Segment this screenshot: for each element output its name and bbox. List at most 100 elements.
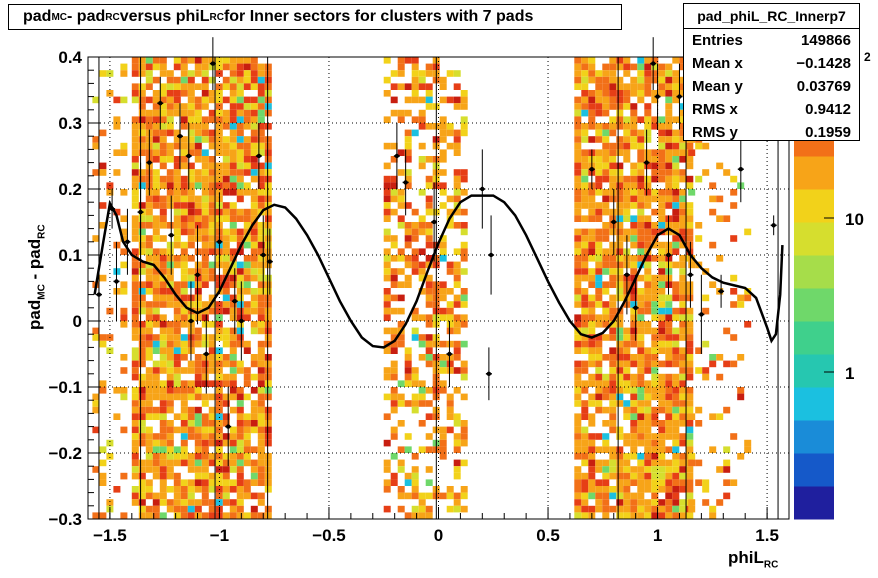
heatmap-cell	[672, 327, 680, 335]
heatmap-cell	[180, 156, 188, 163]
heatmap-cell	[623, 189, 631, 196]
heatmap-cell	[637, 202, 645, 209]
heatmap-cell	[425, 340, 433, 348]
heatmap-cell	[679, 109, 687, 117]
heatmap-cell	[630, 169, 638, 176]
heatmap-cell	[644, 360, 652, 368]
heatmap-cell	[588, 347, 596, 354]
heatmap-cell	[651, 486, 659, 493]
heatmap-cell	[106, 499, 114, 506]
heatmap-cell	[404, 222, 412, 229]
heatmap-cell	[159, 472, 167, 480]
heatmap-cell	[166, 433, 174, 440]
heatmap-cell	[145, 413, 153, 420]
y-tick-label: 0.3	[58, 114, 82, 133]
heatmap-cell	[131, 90, 139, 97]
heatmap-cell	[581, 347, 589, 354]
heatmap-cell	[152, 466, 160, 473]
heatmap-cell	[131, 486, 139, 493]
heatmap-cell	[644, 149, 652, 156]
heatmap-cell	[257, 235, 265, 242]
heatmap-cell	[644, 367, 652, 374]
heatmap-cell	[250, 149, 258, 156]
heatmap-cell	[187, 195, 195, 203]
heatmap-cell	[665, 426, 673, 434]
heatmap-cell	[702, 142, 710, 150]
heatmap-cell	[595, 301, 603, 308]
y-axis-label: padMC - padRC	[25, 224, 47, 330]
heatmap-cell	[574, 393, 582, 401]
heatmap-cell	[180, 248, 188, 255]
heatmap-cell	[257, 241, 265, 249]
heatmap-cell	[439, 136, 447, 143]
heatmap-cell	[187, 222, 195, 229]
heatmap-cell	[236, 182, 244, 189]
heatmap-cell	[609, 241, 617, 249]
heatmap-cell	[404, 347, 412, 354]
heatmap-cell	[702, 499, 710, 506]
heatmap-cell	[574, 492, 582, 500]
heatmap-cell	[145, 393, 153, 401]
heatmap-cell	[709, 505, 717, 513]
heatmap-cell	[695, 406, 703, 414]
heatmap-cell	[250, 413, 258, 420]
heatmap-cell	[665, 347, 673, 354]
heatmap-cell	[595, 466, 603, 473]
heatmap-cell	[665, 162, 673, 170]
heatmap-cell	[460, 426, 468, 434]
heatmap-cell	[709, 195, 717, 203]
heatmap-cell	[425, 255, 433, 262]
heatmap-cell	[602, 354, 610, 361]
heatmap-cell	[644, 446, 652, 453]
heatmap-cell	[187, 129, 195, 137]
heatmap-cell	[390, 208, 398, 216]
heatmap-cell	[250, 301, 258, 308]
heatmap-cell	[145, 255, 153, 262]
heatmap-cell	[679, 433, 687, 440]
heatmap-cell	[446, 400, 454, 407]
heatmap-cell	[120, 189, 128, 196]
heatmap-cell	[173, 459, 181, 467]
heatmap-cell	[686, 400, 694, 407]
heatmap-cell	[187, 169, 195, 176]
heatmap-cell	[679, 215, 687, 222]
heatmap-cell	[131, 129, 139, 137]
heatmap-cell	[637, 228, 645, 236]
heatmap-cell	[152, 57, 160, 64]
heatmap-cell	[644, 109, 652, 117]
heatmap-cell	[397, 63, 405, 71]
heatmap-cell	[686, 347, 694, 354]
heatmap-cell	[201, 453, 209, 460]
heatmap-cell	[152, 195, 160, 203]
heatmap-cell	[250, 63, 258, 71]
heatmap-cell	[574, 347, 582, 354]
profile-curve	[93, 194, 784, 349]
heatmap-cell	[159, 235, 167, 242]
heatmap-cell	[229, 439, 237, 447]
heatmap-cell	[404, 142, 412, 150]
heatmap-cell	[152, 281, 160, 288]
heatmap-cell	[595, 90, 603, 97]
heatmap-cell	[257, 499, 265, 506]
heatmap-cell	[383, 288, 391, 295]
heatmap-cell	[138, 472, 146, 480]
heatmap-cell	[250, 294, 258, 302]
heatmap-cell	[439, 83, 447, 90]
heatmap-cell	[581, 387, 589, 394]
heatmap-cell	[418, 387, 426, 394]
heatmap-cell	[602, 472, 610, 480]
heatmap-cell	[609, 472, 617, 480]
heatmap-cell	[250, 156, 258, 163]
heatmap-cell	[609, 347, 617, 354]
heatmap-cell	[222, 235, 230, 242]
heatmap-cell	[222, 380, 230, 387]
heatmap-cell	[180, 314, 188, 321]
heatmap-cell	[152, 116, 160, 123]
heatmap-cell	[588, 453, 596, 460]
heatmap-cell	[574, 505, 582, 513]
heatmap-cell	[166, 169, 174, 176]
heatmap-cell	[609, 222, 617, 229]
heatmap-cell	[397, 202, 405, 209]
heatmap-cell	[180, 387, 188, 394]
heatmap-cell	[411, 492, 419, 500]
